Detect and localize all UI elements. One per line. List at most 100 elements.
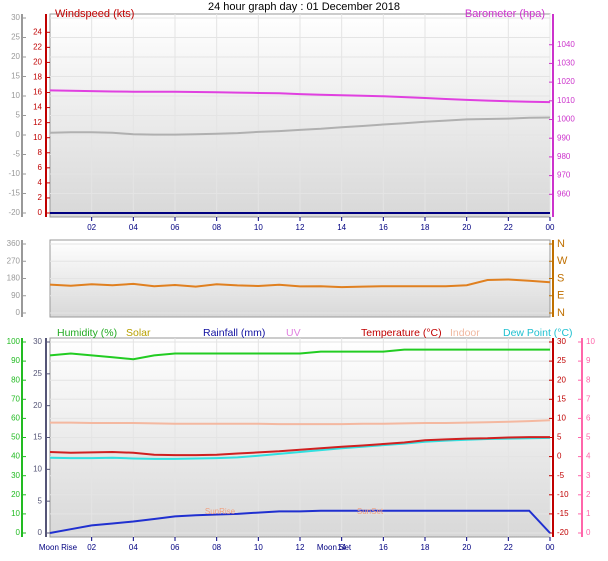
y-tick-label: 2 <box>586 490 591 499</box>
y-tick-label: 10 <box>11 509 20 518</box>
y-tick-label: 10 <box>586 337 595 346</box>
x-tick-label: 14 <box>337 543 346 552</box>
series-line <box>49 348 550 361</box>
y-tick-label: -20 <box>8 208 20 217</box>
y-tick-label: 14 <box>33 103 42 112</box>
y-tick-label: 20 <box>33 401 42 410</box>
y-tick-label: -10 <box>8 169 20 178</box>
y-tick-label: -15 <box>8 189 20 198</box>
y-tick-label: 10 <box>33 464 42 473</box>
x-tick-label: 18 <box>421 223 430 232</box>
series-line <box>49 89 551 104</box>
x-tick-label: 04 <box>129 543 138 552</box>
y-tick-label: 6 <box>38 163 43 172</box>
y-tick-label: 360 <box>7 239 21 248</box>
x-tick-label: 08 <box>212 223 221 232</box>
legend-label: Solar <box>126 327 151 339</box>
y-tick-label: 40 <box>11 452 20 461</box>
y-tick-label: 16 <box>33 88 42 97</box>
y-tick-label: 970 <box>557 171 571 180</box>
x-tick-label: 00 <box>546 543 555 552</box>
y-tick-label: 15 <box>33 433 42 442</box>
x-tick-label: 04 <box>129 223 138 232</box>
y-tick-label: W <box>557 255 568 267</box>
y-tick-label: 24 <box>33 27 42 36</box>
series-line <box>49 116 551 136</box>
x-tick-label: 02 <box>87 543 96 552</box>
y-tick-label: 30 <box>11 13 20 22</box>
axis-label: Barometer (hpa) <box>465 8 545 20</box>
y-tick-label: 960 <box>557 189 571 198</box>
y-tick-label: 7 <box>586 394 591 403</box>
y-tick-label: -5 <box>557 471 565 480</box>
series-line <box>50 419 551 426</box>
y-tick-label: 20 <box>557 375 566 384</box>
y-tick-label: S <box>557 272 564 284</box>
y-tick-label: 80 <box>11 375 20 384</box>
y-tick-label: 0 <box>586 528 591 537</box>
annotation: SunRise <box>205 507 236 516</box>
y-tick-label: 10 <box>557 414 566 423</box>
x-tick-label: 14 <box>337 223 346 232</box>
y-tick-label: 5 <box>38 496 43 505</box>
y-tick-label: 270 <box>7 256 21 265</box>
y-tick-label: 10 <box>33 133 42 142</box>
y-tick-label: 5 <box>586 433 591 442</box>
y-tick-label: 30 <box>557 337 566 346</box>
legend-label: UV <box>286 327 301 339</box>
y-tick-label: E <box>557 290 564 302</box>
y-tick-label: 90 <box>11 291 20 300</box>
x-tick-label: 12 <box>296 543 305 552</box>
x-tick-label: 20 <box>462 543 471 552</box>
y-tick-label: 1040 <box>557 40 575 49</box>
x-tick-label: 18 <box>421 543 430 552</box>
x-tick-label: 10 <box>254 223 263 232</box>
y-tick-label: 20 <box>33 58 42 67</box>
x-tick-label: 22 <box>504 543 513 552</box>
y-tick-label: 1010 <box>557 96 575 105</box>
y-tick-label: 1030 <box>557 59 575 68</box>
y-tick-label: 1020 <box>557 77 575 86</box>
y-tick-label: 4 <box>586 452 591 461</box>
x-tick-label: 16 <box>379 543 388 552</box>
x-tick-label: 22 <box>504 223 513 232</box>
y-tick-label: 22 <box>33 42 42 51</box>
y-tick-label: 1 <box>586 509 591 518</box>
axis-label: Windspeed (kts) <box>55 8 134 20</box>
y-tick-label: 980 <box>557 152 571 161</box>
y-tick-label: 25 <box>33 369 42 378</box>
y-tick-label: N <box>557 238 565 250</box>
annotation: Moon Rise <box>39 543 78 552</box>
y-tick-label: 2 <box>38 193 43 202</box>
legend-label: Temperature (°C) <box>361 327 442 339</box>
y-tick-label: 20 <box>11 490 20 499</box>
y-tick-label: 50 <box>11 433 20 442</box>
y-tick-label: 20 <box>11 52 20 61</box>
x-tick-label: 08 <box>212 543 221 552</box>
y-tick-label: 90 <box>11 356 20 365</box>
y-tick-label: 15 <box>557 394 566 403</box>
y-tick-label: 5 <box>557 433 562 442</box>
x-tick-label: 00 <box>546 223 555 232</box>
legend-label: Indoor <box>450 327 480 339</box>
y-tick-label: 9 <box>586 356 591 365</box>
y-tick-label: 0 <box>38 208 43 217</box>
chart-title: 24 hour graph day : 01 December 2018 <box>208 1 400 13</box>
series-line <box>49 436 550 457</box>
y-tick-label: 70 <box>11 394 20 403</box>
x-tick-label: 16 <box>379 223 388 232</box>
y-tick-label: 8 <box>586 375 591 384</box>
y-tick-label: -20 <box>557 528 569 537</box>
series-line <box>49 509 551 534</box>
y-tick-label: 1000 <box>557 115 575 124</box>
y-tick-label: 4 <box>38 178 43 187</box>
y-tick-label: 60 <box>11 414 20 423</box>
x-tick-label: 20 <box>462 223 471 232</box>
y-tick-label: 0 <box>557 452 562 461</box>
y-tick-label: N <box>557 307 565 319</box>
x-tick-label: 10 <box>254 543 263 552</box>
series-line <box>49 278 551 289</box>
y-tick-label: 12 <box>33 118 42 127</box>
y-tick-label: 0 <box>16 308 21 317</box>
